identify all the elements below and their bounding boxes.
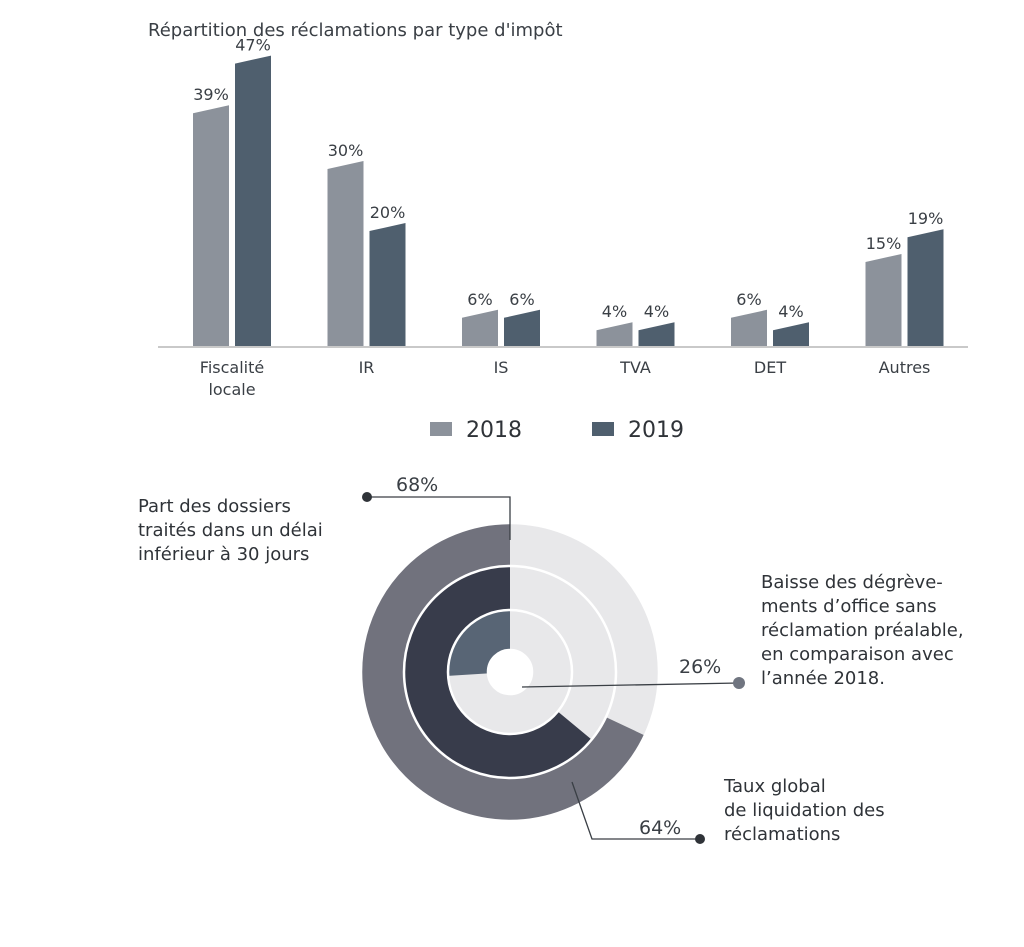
bar-chart: 39% 47% 30% 20% 6% 6% 4% 4% 6% 4% 15% 19% <box>193 36 944 347</box>
category-label: locale <box>208 380 255 399</box>
annotation-line: ments d’office sans <box>761 596 937 617</box>
annotation-outer-ring: Part des dossiers traités dans un délai … <box>138 496 323 565</box>
category-label: DET <box>754 358 786 377</box>
annotation-line: Baisse des dégrève- <box>761 572 943 593</box>
donut-hole <box>489 651 531 693</box>
bar-value-label: 47% <box>235 36 271 55</box>
bar-value-label: 15% <box>866 234 902 253</box>
annotation-line: traités dans un délai <box>138 520 323 541</box>
bar-2019-3 <box>638 322 675 347</box>
legend-label-2019: 2019 <box>628 418 684 443</box>
legend-swatch-2018 <box>430 422 452 436</box>
bar-value-label: 30% <box>328 141 364 160</box>
legend-swatch-2019 <box>592 422 614 436</box>
leader-dot-inner <box>733 677 745 689</box>
bar-2018-1 <box>327 161 364 347</box>
bar-2018-0 <box>193 105 229 347</box>
bar-value-label: 19% <box>908 209 944 228</box>
annotation-line: Taux global <box>723 776 826 797</box>
leader-line-middle <box>571 781 700 840</box>
annotation-line: de liquidation des <box>724 800 885 821</box>
bar-chart-title: Répartition des réclamations par type d'… <box>148 20 563 41</box>
leader-line-outer <box>367 496 511 540</box>
ring-separator <box>486 648 534 696</box>
ring-segment-2 <box>448 610 510 676</box>
bar-2019-4 <box>773 322 809 347</box>
leader-dot-middle <box>695 834 705 844</box>
bar-2018-2 <box>462 309 498 347</box>
category-label: Fiscalité <box>200 358 264 377</box>
bar-value-label: 4% <box>644 302 669 321</box>
bar-value-label: 6% <box>736 290 761 309</box>
ring-outer-value: 68% <box>396 474 438 496</box>
category-labels: Fiscalité locale IR IS TVA DET Autres <box>200 358 931 399</box>
ring-inner-value: 26% <box>679 656 721 678</box>
annotation-line: réclamations <box>724 824 840 845</box>
bar-value-label: 39% <box>193 85 229 104</box>
bar-2018-5 <box>865 254 902 347</box>
bar-value-label: 4% <box>778 302 803 321</box>
annotation-line: réclamation préalable, <box>761 620 964 641</box>
bar-value-label: 6% <box>467 290 492 309</box>
annotation-line: l’année 2018. <box>761 668 885 689</box>
annotation-inner-ring: Baisse des dégrève- ments d’office sans … <box>761 572 964 689</box>
category-label: Autres <box>879 358 931 377</box>
annotation-line: inférieur à 30 jours <box>138 544 309 565</box>
ring-segment-0 <box>361 523 645 821</box>
legend-label-2018: 2018 <box>466 418 522 443</box>
category-label: TVA <box>619 358 651 377</box>
bar-2019-2 <box>504 309 540 347</box>
annotation-line: Part des dossiers <box>138 496 291 517</box>
annotation-middle-ring: Taux global de liquidation des réclamati… <box>723 776 885 845</box>
leader-dot-outer <box>362 492 372 502</box>
annotation-line: en comparaison avec <box>761 644 954 665</box>
leader-line-inner <box>521 682 740 688</box>
bar-value-label: 4% <box>602 302 627 321</box>
ring-segment-1 <box>403 566 592 778</box>
legend: 2018 2019 <box>430 418 684 443</box>
bar-2018-3 <box>596 322 633 347</box>
bar-value-label: 6% <box>509 290 534 309</box>
ring-separator <box>446 608 574 736</box>
ring-separator <box>402 564 618 780</box>
bar-2019-0 <box>235 55 271 347</box>
category-label: IR <box>359 358 375 377</box>
category-label: IS <box>494 358 509 377</box>
donut-chart <box>359 521 661 823</box>
bar-value-label: 20% <box>370 203 406 222</box>
ring-middle-value: 64% <box>639 817 681 839</box>
bar-2019-1 <box>369 223 406 347</box>
bar-2018-4 <box>731 309 767 347</box>
bar-2019-5 <box>907 229 944 347</box>
